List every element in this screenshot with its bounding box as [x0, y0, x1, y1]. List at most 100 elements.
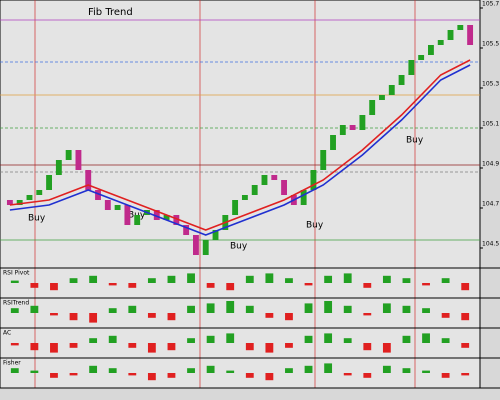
candle-body	[408, 60, 415, 75]
histogram-bar	[187, 338, 195, 343]
candle-body	[428, 45, 434, 55]
candle-body	[153, 210, 160, 220]
histogram-bar	[187, 273, 195, 283]
histogram-bar	[10, 343, 19, 346]
histogram-bar	[422, 308, 430, 313]
candle-body	[183, 225, 190, 235]
histogram-bar	[461, 283, 470, 291]
histogram-bar	[226, 283, 235, 291]
histogram-bar	[147, 313, 156, 318]
histogram-bar	[89, 338, 98, 343]
histogram-bar	[304, 365, 313, 373]
histogram-bar	[108, 368, 117, 373]
histogram-bar	[441, 373, 450, 378]
histogram-bar	[128, 305, 137, 313]
y-tick-label: 104.7	[482, 201, 499, 208]
histogram-bar	[167, 313, 176, 321]
histogram-bar	[30, 283, 39, 288]
histogram-bar	[422, 333, 430, 343]
histogram-bar	[167, 343, 176, 351]
candle-body	[467, 25, 474, 45]
candle-body	[437, 40, 444, 45]
y-tick-label: 105.3	[482, 81, 499, 88]
y-tick-label: 104.5	[482, 241, 499, 248]
histogram-bar	[324, 333, 333, 343]
candle-body	[26, 195, 33, 200]
histogram-bar	[245, 275, 254, 283]
candle-body	[232, 200, 239, 215]
histogram-bar	[382, 365, 391, 373]
signal-label: Buy	[406, 136, 424, 146]
histogram-bar	[343, 338, 352, 343]
histogram-bar	[461, 373, 470, 376]
histogram-bar	[10, 308, 19, 313]
candle-body	[104, 200, 111, 210]
candle-body	[114, 205, 121, 210]
histogram-bar	[108, 308, 117, 313]
candle-body	[36, 190, 43, 195]
histogram-bar	[461, 313, 470, 321]
histogram-bar	[343, 305, 352, 313]
histogram-bar	[50, 313, 58, 316]
histogram-bar	[89, 275, 98, 283]
histogram-bar	[363, 343, 372, 351]
signal-label: Buy	[28, 214, 46, 224]
histogram-bar	[382, 343, 391, 353]
histogram-bar	[343, 273, 352, 283]
histogram-bar	[147, 373, 156, 381]
histogram-bar	[265, 343, 274, 353]
histogram-bar	[50, 283, 58, 291]
histogram-bar	[324, 363, 333, 373]
histogram-bar	[422, 283, 430, 286]
histogram-bar	[441, 338, 450, 343]
histogram-bar	[226, 370, 235, 373]
histogram-bar	[147, 278, 156, 283]
candle-body	[310, 170, 317, 190]
histogram-bar	[50, 343, 58, 353]
candle-body	[398, 75, 405, 85]
histogram-bar	[324, 275, 333, 283]
candle-body	[193, 235, 199, 255]
candle-body	[46, 175, 52, 190]
histogram-bar	[245, 305, 254, 313]
histogram-bar	[128, 373, 137, 376]
candle-body	[339, 125, 346, 135]
signal-label: Buy	[306, 221, 324, 231]
histogram-bar	[226, 301, 235, 313]
histogram-bar	[422, 370, 430, 373]
histogram-bar	[206, 365, 215, 373]
indicator-label: AC	[3, 330, 11, 337]
histogram-bar	[363, 313, 372, 316]
candle-body	[457, 25, 464, 30]
histogram-bar	[265, 273, 274, 283]
candle-body	[447, 30, 454, 40]
histogram-bar	[324, 301, 333, 313]
histogram-bar	[285, 313, 293, 321]
histogram-bar	[167, 373, 176, 378]
indicator-label: RSITrend	[3, 300, 29, 307]
candle-body	[85, 170, 92, 190]
session-separators	[34, 0, 416, 388]
indicator-label: RSI Pivot	[3, 270, 30, 277]
histogram-bar	[304, 335, 313, 343]
candle-body	[95, 190, 101, 200]
candle-body	[163, 215, 170, 220]
histogram-bar	[382, 303, 391, 313]
candle-body	[55, 160, 62, 175]
histogram-bar	[226, 333, 235, 343]
histogram-bar	[285, 368, 293, 373]
candle-body	[173, 215, 180, 225]
histogram-bar	[89, 313, 98, 323]
candle-body	[359, 115, 366, 130]
histogram-bar	[402, 305, 411, 313]
candle-body	[241, 195, 248, 200]
y-tick-label: 105.5	[482, 41, 499, 48]
candle-body	[202, 240, 209, 255]
histogram-bar	[128, 283, 137, 288]
histogram-bar	[69, 343, 78, 348]
histogram-bar	[265, 313, 274, 318]
candle-body	[330, 135, 336, 150]
histogram-bar	[402, 335, 411, 343]
histogram-bar	[206, 335, 215, 343]
histogram-bar	[69, 278, 78, 283]
